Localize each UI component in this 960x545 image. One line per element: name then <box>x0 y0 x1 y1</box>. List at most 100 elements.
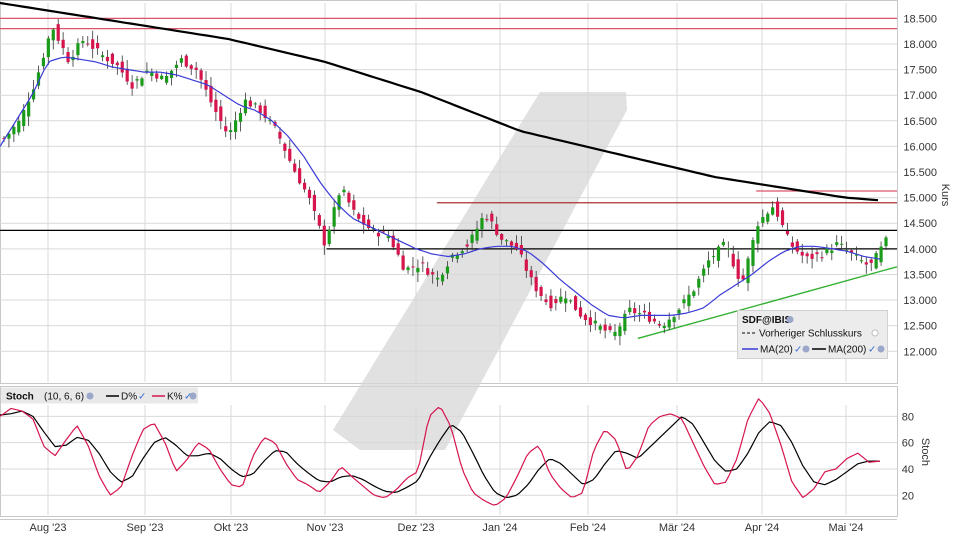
candle-body <box>874 253 878 269</box>
candle-body <box>500 234 504 240</box>
candle-body <box>652 318 657 322</box>
candle-body <box>578 307 583 317</box>
candle-body <box>367 219 371 228</box>
candle-body <box>490 213 494 222</box>
candle-body <box>263 105 267 118</box>
candle-body <box>36 72 41 86</box>
candle-body <box>209 85 213 103</box>
price-tick-label: 14.000 <box>903 244 937 256</box>
candle-body <box>258 105 262 113</box>
candle-body <box>431 272 435 275</box>
candle-body <box>682 299 686 304</box>
candle-body <box>859 260 863 262</box>
candle-body <box>421 262 425 264</box>
candle-body <box>736 259 740 279</box>
candle-body <box>76 43 80 56</box>
candle-body <box>145 70 149 72</box>
candle-body <box>583 314 588 321</box>
candle-body <box>312 194 317 211</box>
time-tick-label: Nov '23 <box>307 522 344 534</box>
candle-body <box>194 67 198 70</box>
candle-body <box>529 270 533 278</box>
candle-body <box>381 231 386 233</box>
candle-body <box>362 214 366 225</box>
candle-body <box>554 299 558 304</box>
candle-body <box>598 325 602 330</box>
stoch-tick-label: 80 <box>902 411 914 423</box>
candle-body <box>662 325 666 329</box>
price-tick-label: 16.000 <box>903 141 937 153</box>
candle-body <box>638 313 642 315</box>
candle-body <box>214 99 218 112</box>
candle-body <box>31 89 36 100</box>
candle-body <box>189 65 193 69</box>
candle-body <box>248 100 252 107</box>
watermark-logo <box>333 92 627 450</box>
gear-icon <box>86 392 94 400</box>
candle-body <box>647 311 652 322</box>
candle-body <box>455 254 459 259</box>
time-tick-label: Apr '24 <box>745 522 780 534</box>
time-tick-label: Sep '23 <box>127 522 164 534</box>
candle-body <box>790 242 794 247</box>
candlesticks <box>2 19 888 346</box>
candle-body <box>726 248 730 250</box>
candle-body <box>716 246 721 261</box>
stoch-tick-label: 60 <box>902 438 914 450</box>
stochastic-lines <box>0 398 881 506</box>
time-tick-label: Aug '23 <box>30 522 67 534</box>
candle-body <box>697 278 701 288</box>
price-tick-label: 12.000 <box>903 346 937 358</box>
price-tick-label: 17.500 <box>903 65 937 77</box>
candle-body <box>352 200 356 210</box>
candle-body <box>140 78 144 86</box>
gear-icon <box>802 345 810 353</box>
candle-body <box>751 240 755 266</box>
time-tick-label: Mai '24 <box>828 522 863 534</box>
candle-body <box>233 120 238 132</box>
candle-body <box>199 70 203 80</box>
trend-line <box>637 266 898 340</box>
candle-body <box>731 253 735 267</box>
candle-body <box>707 260 711 268</box>
price-axis-label: Kurs <box>939 184 951 207</box>
candle-body <box>711 256 716 258</box>
price-tick-label: 12.500 <box>903 321 937 333</box>
time-tick-label: Mär '24 <box>659 522 695 534</box>
stoch-legend-title: Stoch <box>6 392 34 403</box>
candle-body <box>46 38 50 58</box>
watermark-slash-logo <box>333 92 627 450</box>
candle-body <box>820 257 824 259</box>
candle-body <box>613 331 617 337</box>
candle-body <box>849 250 854 253</box>
candle-body <box>229 130 233 133</box>
check-icon: ✓ <box>184 392 192 403</box>
candle-body <box>130 82 134 89</box>
candle-body <box>426 268 430 275</box>
candle-body <box>386 236 390 239</box>
candle-body <box>534 276 538 292</box>
candle-body <box>830 250 834 254</box>
candle-body <box>741 275 745 280</box>
candle-body <box>165 75 169 83</box>
candle-body <box>475 228 479 241</box>
candle-body <box>756 226 760 244</box>
candle-body <box>150 71 154 77</box>
candle-body <box>573 296 578 310</box>
stoch-tick-label: 40 <box>902 464 914 476</box>
stoch-legend-bar <box>1 387 198 404</box>
candle-body <box>401 255 405 270</box>
candle-body <box>91 39 95 49</box>
candle-body <box>485 219 489 221</box>
candle-body <box>593 320 597 324</box>
ma200-line <box>0 1 879 202</box>
candle-body <box>243 99 248 114</box>
candle-body <box>268 119 272 121</box>
stoch-legend-params: (10, 6, 6) <box>44 392 84 403</box>
candle-body <box>253 103 257 105</box>
time-tick-label: Okt '23 <box>214 522 249 534</box>
candle-body <box>317 215 321 226</box>
candle-body <box>396 243 400 255</box>
candle-body <box>322 225 326 246</box>
candle-body <box>810 253 814 259</box>
